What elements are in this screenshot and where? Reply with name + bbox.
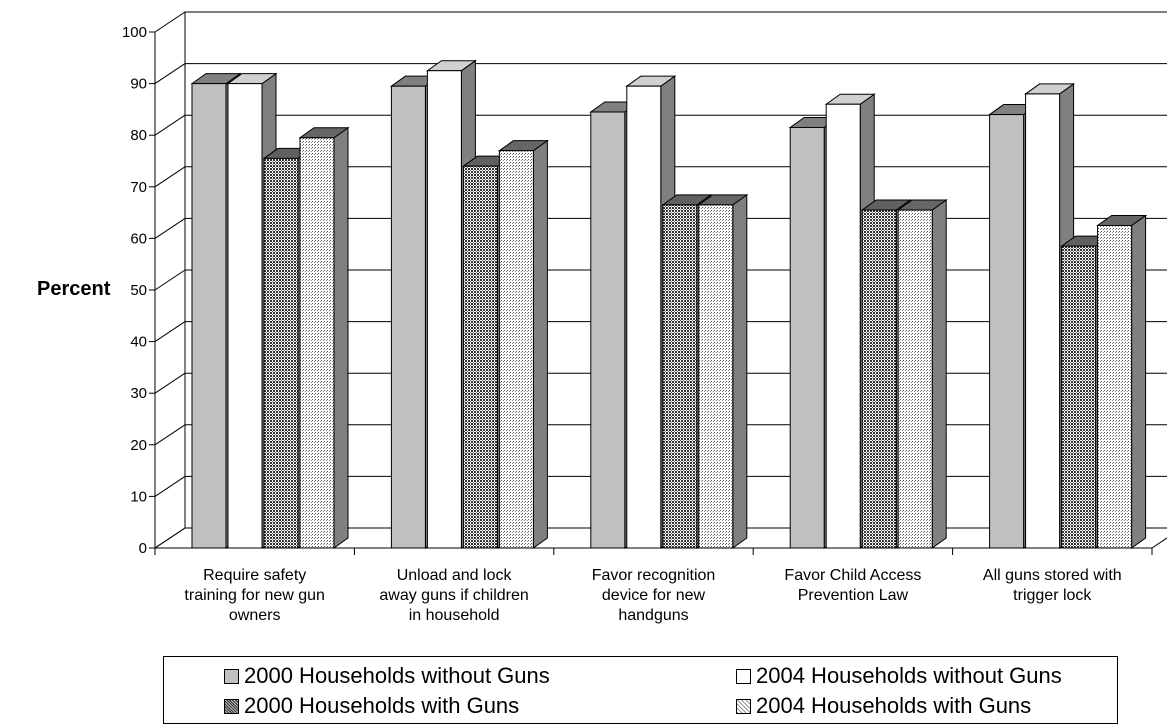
y-tick-labels: 0 10 20 30 40 50 60 70 80 90 100 (122, 24, 147, 557)
gridline-side (154, 63, 186, 85)
legend-label: 2000 Households without Guns (244, 663, 550, 688)
bar (497, 139, 549, 549)
legend-item: 2004 Households without Guns (736, 663, 1062, 689)
y-tick-label: 60 (130, 230, 147, 247)
y-tick-label: 40 (130, 334, 147, 351)
gridline-side (154, 166, 186, 188)
y-tick-label: 0 (139, 540, 147, 557)
category-label: Unload and lock away guns if children in h… (379, 567, 528, 624)
legend-item: 2000 Households without Guns (224, 663, 550, 689)
y-tick-label: 80 (130, 127, 147, 144)
y-axis-label: Percent (37, 278, 111, 300)
y-tick-label: 50 (130, 282, 147, 299)
y-tick-label: 70 (130, 179, 147, 196)
gridline-side (154, 114, 186, 136)
gridline-side (154, 321, 186, 343)
legend-swatch (224, 668, 239, 684)
bar (1096, 214, 1148, 549)
legend: 2000 Households without Guns 2004 Househ… (163, 656, 1118, 724)
y-tick-label: 100 (122, 24, 147, 41)
bar (896, 199, 948, 549)
category-label: Require safety training for new gun owners (184, 567, 325, 624)
legend-label: 2000 Households with Guns (244, 693, 520, 718)
legend-item: 2004 Households with Guns (736, 693, 1031, 719)
y-tick-label: 90 (130, 76, 147, 93)
legend-label: 2004 Households with Guns (756, 693, 1032, 718)
y-tick-label: 30 (130, 385, 147, 402)
category-labels: Require safety training for new gun owners… (184, 567, 1121, 624)
axes (149, 31, 1153, 555)
category-label: Favor recognition device for new handguns (592, 567, 716, 624)
gridline-side (154, 11, 186, 33)
category-label: All guns stored with trigger lock (983, 567, 1122, 604)
bar (697, 193, 749, 549)
legend-swatch (736, 698, 751, 714)
bar-chart: 0 10 20 30 40 50 60 70 80 90 100 Require safety tra… (37, 11, 1167, 624)
y-tick-label: 10 (130, 488, 147, 505)
legend-swatch (736, 668, 751, 684)
gridline-side (154, 372, 186, 394)
gridline-side (154, 424, 186, 446)
gridline-side (154, 269, 186, 291)
y-tick-label: 20 (130, 437, 147, 454)
gridline-side (154, 527, 186, 549)
legend-swatch (224, 698, 239, 714)
category-label: Favor Child Access Prevention Law (784, 567, 921, 604)
bars (190, 59, 1148, 549)
gridline-side (154, 475, 186, 497)
legend-label: 2004 Households without Guns (756, 663, 1062, 688)
gridline-side (154, 217, 186, 239)
bar (298, 126, 350, 549)
legend-item: 2000 Households with Guns (224, 693, 519, 719)
